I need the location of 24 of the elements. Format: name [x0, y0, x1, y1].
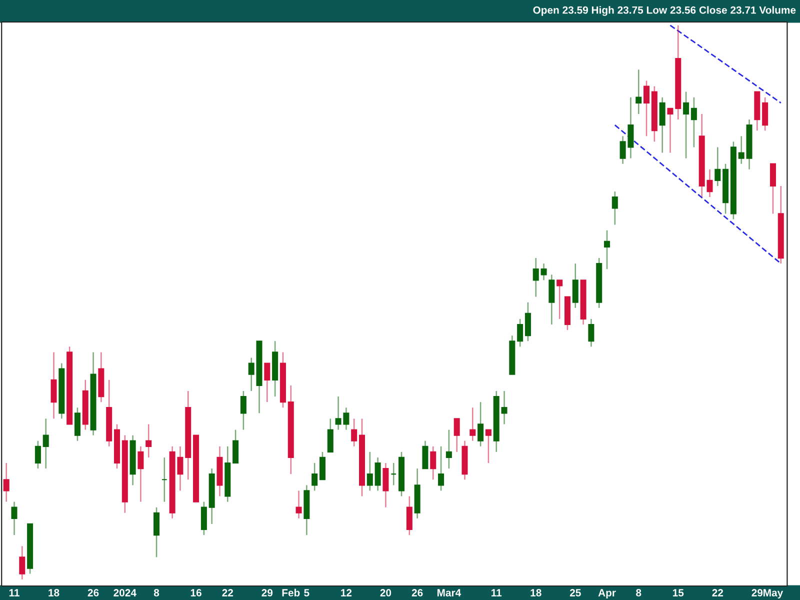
x-tick-label: Apr	[598, 589, 616, 598]
x-tick-label: 12	[341, 589, 352, 596]
x-tick-label: 8	[154, 589, 160, 596]
x-tick-label: May	[764, 589, 784, 598]
x-tick-label: Mar4	[437, 589, 462, 596]
x-tick-label: 25	[570, 589, 581, 596]
text: Open 23.59 High 23.75 Low 23.56 Close 23.71 Volume	[533, 6, 796, 16]
x-tick-label: 29	[752, 589, 763, 596]
x-tick-label: 16	[190, 589, 202, 596]
x-tick-label: 26	[88, 589, 99, 596]
x-tick-label: 11	[492, 589, 502, 596]
x-tick-label: 29	[262, 589, 273, 596]
x-tick-label: 22	[712, 589, 724, 596]
x-tick-label: 26	[412, 589, 423, 596]
x-tick-label: 18	[530, 589, 542, 596]
x-tick-label: 2024	[114, 589, 136, 596]
x-tick-label: 20	[380, 589, 392, 596]
x-tick-label: 11	[9, 589, 20, 596]
x-tick-label: 18	[48, 589, 60, 596]
x-tick-label: 22	[222, 589, 234, 596]
x-tick-label: 15	[672, 589, 684, 596]
x-tick-label: Feb	[282, 588, 300, 596]
x-tick-label: 5	[304, 589, 310, 596]
x-tick-label: 8	[636, 589, 642, 596]
